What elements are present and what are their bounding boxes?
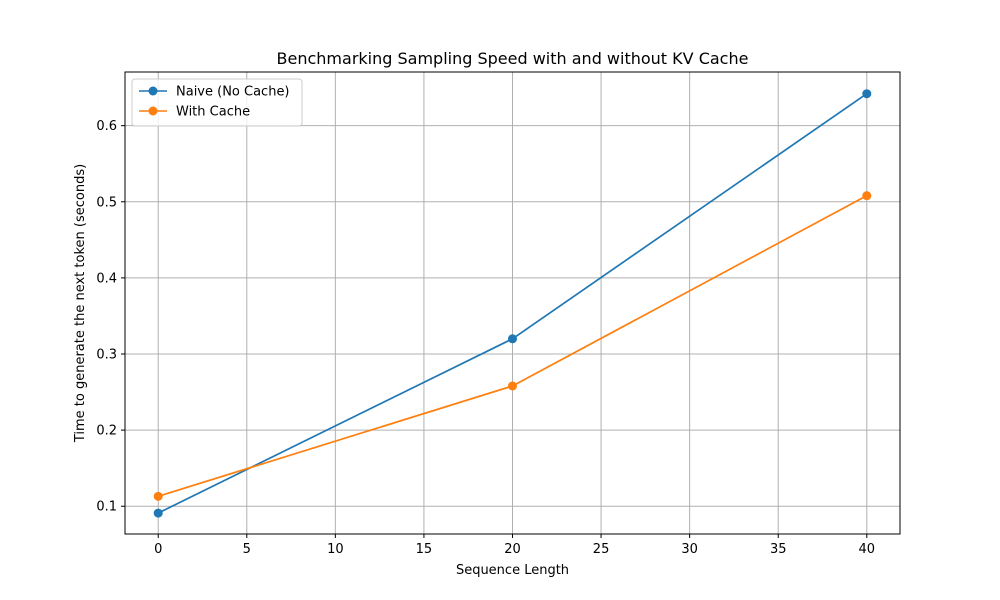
x-tick-label: 5 <box>243 542 251 557</box>
x-tick-label: 25 <box>593 542 610 557</box>
x-tick-label: 0 <box>154 542 162 557</box>
x-tick-label: 35 <box>770 542 787 557</box>
data-point <box>153 491 163 501</box>
x-tick-label: 10 <box>327 542 344 557</box>
legend: Naive (No Cache) With Cache <box>131 78 303 127</box>
y-tick-label: 0.5 <box>96 195 117 210</box>
grid-layer <box>125 72 900 534</box>
legend-label-naive: Naive (No Cache) <box>176 85 290 100</box>
legend-box <box>131 78 303 127</box>
x-tick-label: 40 <box>859 542 876 557</box>
y-tick-label: 0.1 <box>96 500 117 515</box>
series-layer <box>153 89 872 518</box>
y-axis-label: Time to generate the next token (seconds… <box>73 164 88 443</box>
tick-layer: 0 5 10 15 20 25 30 35 40 0.1 0.2 0.3 0.4 0.5 0.6 <box>96 119 875 557</box>
x-axis-label: Sequence Length <box>456 563 569 578</box>
y-tick-label: 0.6 <box>96 119 117 134</box>
y-tick-label: 0.2 <box>96 424 117 439</box>
legend-marker-cache <box>148 106 158 116</box>
data-point <box>862 191 872 201</box>
y-tick-label: 0.4 <box>96 271 117 286</box>
data-point <box>508 334 517 344</box>
x-tick-label: 15 <box>416 542 433 557</box>
y-tick-label: 0.3 <box>96 347 117 362</box>
legend-label-cache: With Cache <box>176 105 250 120</box>
chart-title: Benchmarking Sampling Speed with and wit… <box>277 49 749 68</box>
data-point <box>508 381 517 391</box>
data-point <box>153 508 163 518</box>
x-tick-label: 30 <box>681 542 698 557</box>
data-point <box>862 89 872 99</box>
x-tick-label: 20 <box>504 542 521 557</box>
legend-marker-naive <box>148 86 158 96</box>
